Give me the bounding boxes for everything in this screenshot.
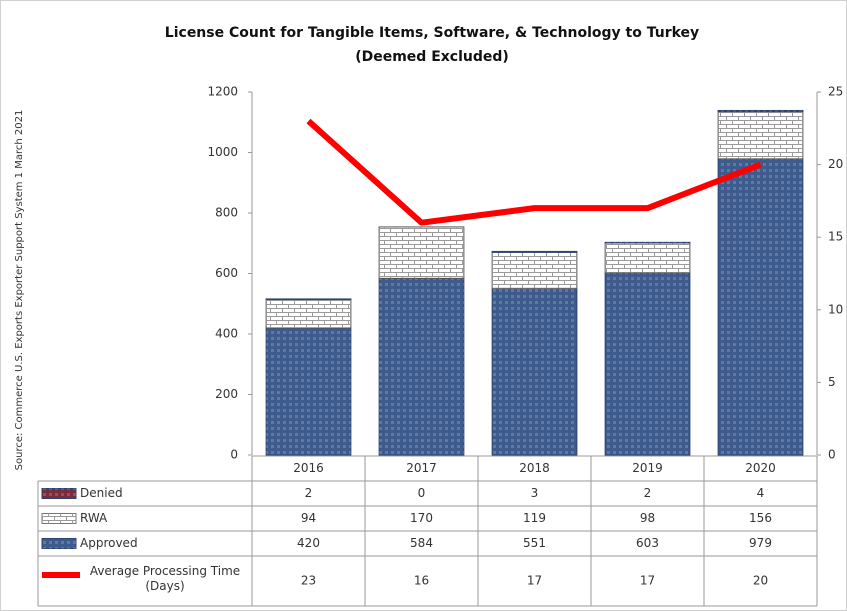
- legend-label: Average Processing Time (Days): [89, 564, 241, 593]
- chart-subtitle: (Deemed Excluded): [355, 49, 509, 65]
- table-value: 420: [297, 536, 320, 550]
- table-value: 0: [418, 486, 426, 500]
- legend-texture: [42, 513, 76, 524]
- table-value: 17: [527, 574, 542, 588]
- x-tick-label: 2016: [293, 461, 324, 475]
- table-value: 156: [749, 511, 772, 525]
- table-value: 17: [640, 574, 655, 588]
- table-value: 979: [749, 536, 772, 550]
- bar-texture: [492, 288, 577, 455]
- x-tick-label: 2020: [745, 461, 776, 475]
- x-tick-label: 2019: [632, 461, 663, 475]
- bar-texture: [492, 252, 577, 289]
- legend-texture: [42, 488, 76, 499]
- bar-texture: [718, 111, 803, 159]
- legend-entry: RWA: [80, 511, 108, 525]
- table-value: 3: [531, 486, 539, 500]
- chart-title: License Count for Tangible Items, Softwa…: [165, 25, 699, 41]
- y-tick-label: 0: [230, 448, 238, 462]
- table-value: 551: [523, 536, 546, 550]
- y-tick-label: 1200: [207, 85, 238, 99]
- bar-texture: [605, 242, 690, 243]
- bar-texture: [492, 251, 577, 253]
- x-tick-label: 2018: [519, 461, 550, 475]
- table-value: 119: [523, 511, 546, 525]
- table-value: 2: [305, 486, 313, 500]
- y2-tick-label: 15: [828, 230, 843, 244]
- y2-tick-label: 20: [828, 157, 843, 171]
- y-tick-label: 1000: [207, 145, 238, 159]
- table-value: 584: [410, 536, 433, 550]
- table-value: 16: [414, 574, 429, 588]
- table-value: 94: [301, 511, 316, 525]
- table-value: 603: [636, 536, 659, 550]
- table-value: 170: [410, 511, 433, 525]
- bar-texture: [266, 327, 351, 455]
- legend-label: Approved: [80, 536, 138, 550]
- bar-texture: [379, 226, 464, 279]
- bar-texture: [266, 299, 351, 328]
- table-value: 20: [753, 574, 768, 588]
- bar-texture: [266, 298, 351, 300]
- line-series: [306, 118, 762, 226]
- x-tick-label: 2017: [406, 461, 437, 475]
- source-note: Source: Commerce U.S. Exports Exporter S…: [14, 110, 25, 471]
- y2-tick-label: 0: [828, 448, 836, 462]
- bar-texture: [605, 242, 690, 273]
- y-tick-label: 800: [215, 206, 238, 220]
- y-tick-label: 200: [215, 387, 238, 401]
- table-value: 4: [757, 486, 765, 500]
- legend-texture: [42, 538, 76, 549]
- table-value: 2: [644, 486, 652, 500]
- bar-texture: [605, 272, 690, 455]
- table-value: 98: [640, 511, 655, 525]
- y2-tick-label: 10: [828, 302, 843, 316]
- legend-entry: Denied: [80, 486, 123, 500]
- table-value: 23: [301, 574, 316, 588]
- y2-tick-label: 5: [828, 375, 836, 389]
- y-tick-label: 400: [215, 327, 238, 341]
- legend-label: Denied: [80, 486, 123, 500]
- legend-label: RWA: [80, 511, 108, 525]
- bar-texture: [379, 278, 464, 455]
- y-tick-label: 600: [215, 266, 238, 280]
- bar-texture: [718, 110, 803, 112]
- legend-entry: Approved: [80, 536, 138, 550]
- legend-entry: Average Processing Time (Days): [89, 564, 241, 593]
- bar-texture: [718, 158, 803, 456]
- y2-tick-label: 25: [828, 85, 843, 99]
